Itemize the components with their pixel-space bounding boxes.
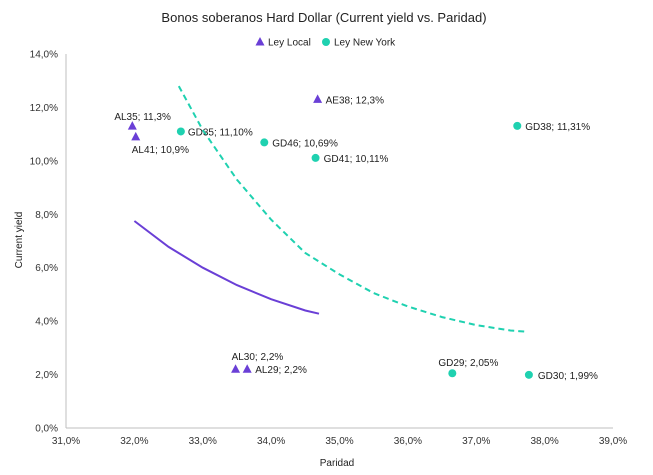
data-label: GD30; 1,99% <box>538 371 598 382</box>
point-ley-local <box>127 121 137 130</box>
data-label: AE38; 12,3% <box>326 95 384 106</box>
point-ley-new-york <box>448 369 457 378</box>
y-axis-ticks: 0,0% 2,0% 4,0% 6,0% 8,0% 10,0% 12,0% 14,0% <box>30 50 58 435</box>
point-ley-local <box>131 131 141 141</box>
x-tick-label: 37,0% <box>462 436 490 447</box>
y-tick-label: 8,0% <box>35 210 58 221</box>
y-tick-label: 12,0% <box>30 103 58 114</box>
x-tick-label: 34,0% <box>257 436 285 447</box>
data-label: GD38; 11,31% <box>525 122 590 133</box>
x-axis-label: Paridad <box>320 458 354 469</box>
data-label: GD41; 10,11% <box>324 154 389 165</box>
data-label: AL41; 10,9% <box>132 145 189 156</box>
data-label: GD35; 11,10% <box>188 127 253 138</box>
data-points <box>127 94 533 379</box>
legend-label: Ley Local <box>268 38 311 49</box>
point-ley-new-york <box>260 138 269 147</box>
point-ley-local <box>242 364 252 373</box>
x-axis-ticks: 31,0% 32,0% 33,0% 34,0% 35,0% 36,0% 37,0% 38,0%… <box>52 436 627 447</box>
y-tick-label: 0,0% <box>35 424 58 435</box>
data-label: AL30; 2,2% <box>232 352 284 363</box>
y-tick-label: 6,0% <box>35 263 58 274</box>
trendline-ley-new-york <box>177 85 528 333</box>
point-ley-new-york <box>513 121 522 130</box>
trendlines <box>133 85 528 333</box>
x-tick-label: 38,0% <box>530 436 558 447</box>
y-axis-label: Current yield <box>14 212 25 269</box>
point-ley-local <box>313 94 323 103</box>
x-tick-label: 35,0% <box>325 436 353 447</box>
legend-marker-ley-new-york <box>322 38 330 46</box>
y-tick-label: 2,0% <box>35 370 58 381</box>
data-label: GD46; 10,69% <box>272 138 338 149</box>
trendline-ley-local <box>133 220 320 315</box>
point-ley-local <box>231 364 241 373</box>
x-tick-label: 31,0% <box>52 436 80 447</box>
point-ley-new-york <box>311 153 320 162</box>
y-tick-label: 14,0% <box>30 50 58 61</box>
data-labels: AL35; 11,3% AL41; 10,9% AE38; 12,3% AL30; 2… <box>114 95 598 381</box>
y-tick-label: 10,0% <box>30 156 58 167</box>
x-tick-label: 32,0% <box>120 436 148 447</box>
x-tick-label: 39,0% <box>599 436 627 447</box>
data-label: AL29; 2,2% <box>255 365 307 376</box>
chart-axes <box>65 54 613 429</box>
y-tick-label: 4,0% <box>35 317 58 328</box>
data-label: GD29; 2,05% <box>438 358 498 369</box>
x-tick-label: 33,0% <box>189 436 217 447</box>
data-label: AL35; 11,3% <box>114 112 171 123</box>
chart-title: Bonos soberanos Hard Dollar (Current yie… <box>161 10 486 25</box>
point-ley-new-york <box>524 370 533 379</box>
legend-marker-ley-local <box>255 37 265 46</box>
legend: Ley Local Ley New York <box>255 37 396 49</box>
point-ley-new-york <box>176 127 185 136</box>
x-tick-label: 36,0% <box>394 436 422 447</box>
legend-label: Ley New York <box>334 38 396 49</box>
